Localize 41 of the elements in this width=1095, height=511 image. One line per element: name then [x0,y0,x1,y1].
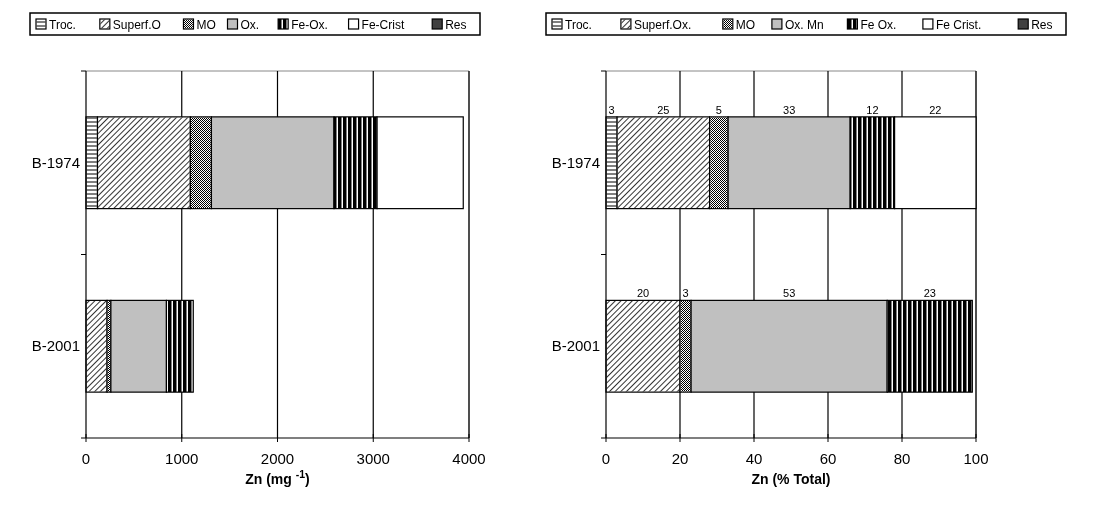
x-axis-title: Zn (mg $^{-1}$) [245,468,310,487]
legend-label: Superf.Ox. [633,18,692,32]
data-label: 25 [657,103,670,116]
data-label: 23 [923,287,936,300]
legend-label: Res [445,18,467,32]
data-label: 20 [636,287,650,300]
x-tick-label: 60 [819,450,837,467]
legend-label: Fe-Crist [361,18,405,32]
legend-label: Fe-Ox. [291,18,328,32]
data-label: 3 [608,103,615,116]
x-tick-label: 100 [963,450,989,467]
y-tick-label: B-2001 [31,337,80,355]
legend-label: MO [196,18,216,32]
y-tick-label: B-1974 [551,153,600,171]
x-tick-label: 3000 [356,450,390,467]
data-label: 22 [929,103,942,116]
legend-label: Troc. [565,18,592,32]
data-label: 53 [783,287,796,300]
x-tick-label: 1000 [165,450,199,467]
x-axis-title: Zn (% Total) [751,471,831,487]
x-tick-label: 2000 [260,450,295,467]
data-label: 5 [715,103,722,116]
legend-label: Superf.O [112,18,161,32]
data-label: 12 [866,103,879,116]
y-tick-label: B-1974 [31,153,80,171]
x-tick-label: 0 [601,450,611,467]
legend-label: Ox. [240,18,260,32]
x-tick-label: 40 [745,450,763,467]
legend-label: Ox. Mn [784,18,824,32]
legend-label: Res [1031,18,1053,32]
x-tick-label: 20 [671,450,689,467]
x-tick-label: 80 [893,450,911,467]
legend-label: Fe Ox. [860,18,897,32]
legend-label: MO [735,18,756,32]
y-tick-label: B-2001 [551,337,600,355]
legend-label: Troc. [49,18,76,32]
data-label: 33 [783,103,796,116]
x-tick-label: 0 [81,450,91,467]
legend-label: Fe Crist. [935,18,982,32]
data-label: 3 [682,287,689,300]
x-tick-label: 4000 [452,450,486,467]
